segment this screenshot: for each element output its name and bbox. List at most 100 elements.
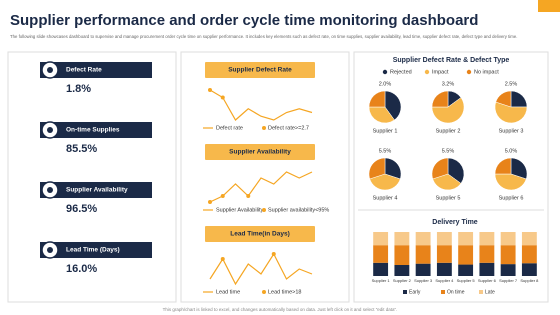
threshold-point (246, 194, 251, 198)
pie-slice (368, 157, 386, 180)
pie-slice (447, 157, 465, 184)
bar-segment (521, 232, 537, 246)
kpi-label: Supplier Availability (66, 187, 128, 194)
pie-name: Supplier 6 (499, 195, 524, 201)
kpi-label-box (40, 122, 152, 138)
kpi-value: 96.5% (66, 203, 97, 215)
pie-slice (494, 101, 528, 124)
legend-label: On time (447, 289, 465, 295)
legend-dot (466, 69, 472, 75)
kpi-value: 1.8% (66, 83, 91, 95)
legend-dot (262, 290, 266, 294)
legend-label: Rejected (390, 69, 412, 75)
bar-segment (436, 262, 452, 276)
legend-label: Early (409, 289, 421, 295)
bar-segment (415, 232, 431, 246)
kpi-icon-dot (47, 127, 53, 133)
pie-name: Supplier 3 (499, 128, 524, 134)
pie-slice (384, 90, 402, 121)
pie-slice (494, 173, 527, 191)
threshold-point (208, 200, 212, 204)
legend-label: No impact (474, 69, 499, 75)
legend-dot (382, 69, 388, 75)
pie-slice (384, 157, 402, 180)
chart-title: Supplier Defect Rate & Defect Type (393, 57, 510, 64)
kpi-label: Defect Rate (66, 67, 102, 74)
x-tick-label: Supplier 7 (499, 278, 518, 283)
legend-label: Lead time (216, 289, 240, 295)
kpi-label: On-time Supplies (66, 127, 120, 134)
bar-segment (415, 263, 431, 276)
bar-segment (479, 245, 495, 263)
pie-slice (368, 90, 386, 108)
bar-segment (500, 232, 516, 246)
pie-slice (431, 157, 449, 180)
bar-segment (394, 232, 410, 246)
kpi-label: Lead Time (Days) (66, 247, 120, 254)
legend-swatch (441, 290, 445, 294)
chart-title: Supplier Availability (229, 149, 291, 156)
bar-segment (394, 265, 410, 276)
pie-slice (368, 106, 395, 124)
pie-name: Supplier 2 (436, 128, 461, 134)
kpi-value: 16.0% (66, 263, 97, 275)
pie-slice (495, 90, 512, 108)
legend-label: Defect rate>=2.7 (268, 125, 309, 131)
legend-dot (424, 69, 430, 75)
legend-label: Late (485, 289, 495, 295)
kpi-panel (7, 51, 177, 303)
kpi-icon-dot (47, 67, 53, 73)
bar-segment (479, 232, 495, 246)
kpi-value: 85.5% (66, 143, 97, 155)
pie-slice (432, 173, 462, 191)
chart-title: Supplier Defect Rate (228, 67, 292, 74)
kpi-icon-dot (47, 247, 53, 253)
pie-slice (510, 157, 528, 180)
legend-dot (262, 208, 266, 212)
pie-value-label: 5.0% (505, 148, 518, 154)
pie-value-label: 5.5% (379, 148, 392, 154)
bar-segment (373, 232, 389, 246)
bar-segment (458, 245, 474, 265)
threshold-point (220, 257, 225, 261)
chart-title: Delivery Time (432, 219, 478, 226)
kpi-label-box (40, 182, 152, 198)
footer: This graph/chart is linked to excel, and… (163, 307, 398, 312)
bar-segment (394, 245, 410, 265)
bar-segment (479, 262, 495, 276)
x-tick-label: Supplier 4 (435, 278, 454, 283)
kpi-label-box (40, 62, 152, 78)
bar-segment (415, 245, 431, 264)
legend-swatch (479, 290, 483, 294)
threshold-point (208, 88, 212, 92)
description: The following slide showcases dashboard … (10, 34, 518, 39)
legend-label: Lead time>18 (268, 289, 301, 295)
pie-value-label: 5.5% (442, 148, 455, 154)
pie-name: Supplier 4 (373, 195, 398, 201)
pie-slice (494, 157, 512, 175)
pie-slice (431, 90, 449, 108)
pie-value-label: 3.2% (442, 81, 455, 87)
panel-header (205, 226, 315, 242)
line (209, 252, 313, 286)
bar-segment (436, 245, 452, 263)
bar-segment (458, 264, 474, 276)
threshold-point (220, 95, 225, 100)
legend-label: Impact (432, 69, 449, 75)
legend-label: Supplier Availability (216, 207, 264, 213)
x-tick-label: Supplier 3 (414, 278, 433, 283)
legend-label: Supplier availability<95% (268, 207, 329, 213)
x-tick-label: Supplier 8 (520, 278, 539, 283)
description-box: The following slide showcases dashboard … (10, 34, 518, 39)
line (209, 89, 313, 121)
legend-swatch (403, 290, 407, 294)
line-panel (180, 51, 350, 303)
x-tick-label: Supplier 1 (372, 278, 391, 283)
bar-segment (500, 264, 516, 276)
pie-name: Supplier 5 (436, 195, 461, 201)
title: Supplier performance and order cycle tim… (10, 12, 478, 29)
x-tick-label: Supplier 5 (457, 278, 476, 283)
bar-segment (458, 232, 474, 246)
corner-accent (538, 0, 560, 12)
